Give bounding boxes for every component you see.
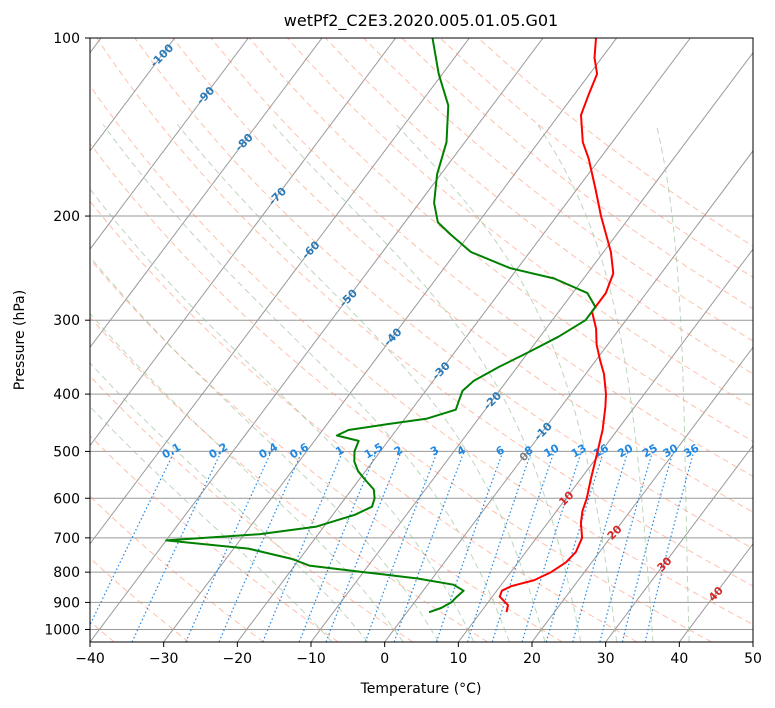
y-tick-label: 900 <box>53 595 80 611</box>
y-tick-label: 200 <box>53 209 80 225</box>
dry-adiabat <box>363 38 753 342</box>
chart-title: wetPf2_C2E3.2020.005.01.05.G01 <box>284 11 558 31</box>
mixing-ratio-line <box>262 451 344 642</box>
isotherm-line <box>384 150 753 642</box>
dry-adiabat <box>90 375 414 642</box>
dewpoint-profile-line <box>165 38 597 614</box>
moist-adiabat <box>395 124 618 642</box>
x-tick-label: 40 <box>670 651 688 667</box>
isotherm-line <box>90 38 176 152</box>
x-axis: −40 −30 −20 −10 0 10 20 30 40 50 <box>75 642 762 667</box>
dry-adiabat <box>210 38 753 477</box>
y-tick-label: 800 <box>53 565 80 581</box>
isotherm-line <box>90 38 323 349</box>
mixing-ratio-line <box>364 451 439 642</box>
x-tick-label: −40 <box>75 651 105 667</box>
moist-adiabats <box>90 124 690 642</box>
sounding-profiles <box>165 38 615 614</box>
y-tick-label: 1000 <box>44 622 80 638</box>
mixing-ratio-line <box>599 451 654 642</box>
dry-adiabat <box>90 84 753 626</box>
x-tick-label: −10 <box>296 651 326 667</box>
mixing-ratio-line <box>491 451 555 642</box>
y-tick-label: 600 <box>53 491 80 507</box>
mixing-ratio-line <box>644 451 695 642</box>
moist-adiabat <box>536 124 654 642</box>
isotherm-line <box>163 38 618 642</box>
y-tick-label: 700 <box>53 531 80 547</box>
y-axis-label: Pressure (hPa) <box>12 290 28 390</box>
dry-adiabat <box>90 200 638 642</box>
mixing-ratio-line <box>393 451 465 642</box>
y-axis: 100 200 300 400 500 600 700 800 900 1000 <box>44 31 90 638</box>
mixing-ratio-line <box>298 451 378 642</box>
moist-adiabat <box>90 312 404 642</box>
moist-adiabat <box>655 124 690 642</box>
x-tick-label: 50 <box>744 651 762 667</box>
mixing-ratio-line <box>545 451 605 642</box>
isotherm-line <box>90 38 544 642</box>
temperature-profile-line <box>498 38 615 613</box>
dry-adiabat <box>134 38 753 550</box>
isotherm-grid <box>90 38 753 642</box>
moist-adiabat <box>102 124 510 642</box>
moist-adiabat <box>90 405 333 642</box>
mixing-ratio-line <box>325 451 402 642</box>
x-tick-label: 30 <box>597 651 615 667</box>
dry-adiabat <box>401 38 753 310</box>
mixing-ratio-line <box>435 451 504 642</box>
dry-adiabat <box>90 142 712 642</box>
isotherm-line <box>90 38 249 250</box>
moist-adiabat <box>177 124 546 642</box>
mixing-ratio-line <box>185 451 272 642</box>
plot-frame <box>89 37 754 643</box>
x-tick-label: 0 <box>380 651 389 667</box>
dry-adiabat <box>172 38 753 513</box>
mixing-ratio-line <box>218 451 303 642</box>
isotherm-line <box>457 248 753 642</box>
x-tick-label: −20 <box>223 651 253 667</box>
x-tick-label: −30 <box>149 651 179 667</box>
isotherm-line <box>236 38 691 642</box>
moist-adiabat <box>272 124 582 642</box>
isotherm-line <box>90 38 397 447</box>
isotherm-line <box>90 38 470 545</box>
moist-adiabat <box>90 362 369 642</box>
dry-adiabat <box>248 38 753 442</box>
y-tick-label: 100 <box>53 31 80 47</box>
isotherm-line <box>605 444 753 642</box>
mixing-ratio-line <box>521 451 583 642</box>
dry-adiabat <box>96 38 753 587</box>
moist-adiabat <box>90 255 439 642</box>
y-tick-label: 400 <box>53 387 80 403</box>
x-tick-label: 10 <box>449 651 467 667</box>
x-tick-label: 20 <box>523 651 541 667</box>
dry-adiabat <box>90 258 563 642</box>
mixing-ratio-line <box>572 451 629 642</box>
x-axis-label: Temperature (°C) <box>360 681 482 697</box>
isotherm-line <box>310 51 753 642</box>
y-tick-label: 300 <box>53 313 80 329</box>
mixing-ratio-line <box>466 451 533 642</box>
y-tick-label: 500 <box>53 444 80 460</box>
mixing-ratio-line <box>621 451 674 642</box>
isotherm-line <box>531 346 753 642</box>
moist-adiabat <box>90 188 475 642</box>
